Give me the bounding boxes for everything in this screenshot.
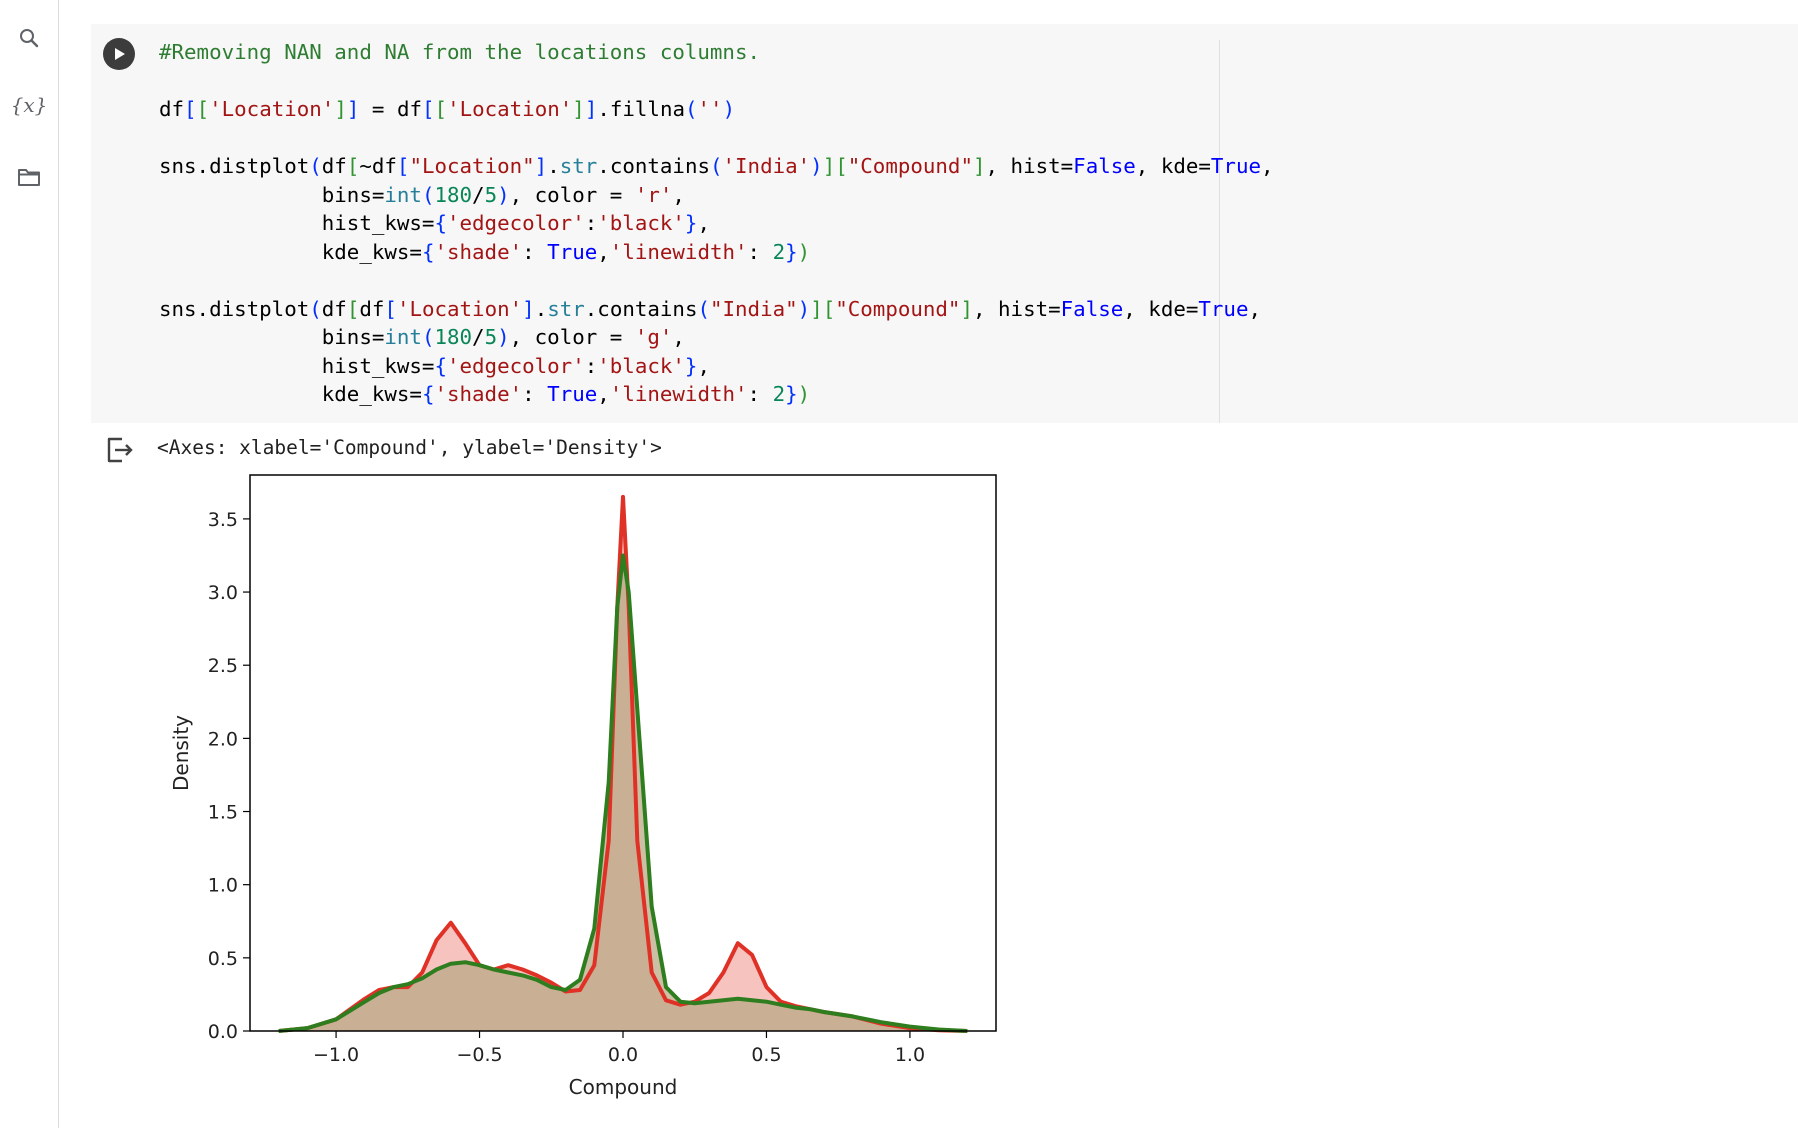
code-line: bins=int(180/5), color = 'r', [159, 182, 685, 207]
x-tick-label: 0.0 [608, 1044, 638, 1066]
y-tick-label: 0.5 [208, 948, 238, 970]
variables-icon[interactable]: {x} [10, 93, 48, 117]
left-sidebar: {x} [0, 0, 59, 1128]
search-icon[interactable] [12, 21, 46, 55]
x-tick-label: −0.5 [456, 1044, 502, 1066]
y-tick-label: 1.5 [208, 802, 238, 824]
code-line: hist_kws={'edgecolor':'black'}, [159, 353, 710, 378]
output-text: <Axes: xlabel='Compound', ylabel='Densit… [157, 436, 662, 459]
y-tick-label: 1.0 [208, 875, 238, 897]
code-line: #Removing NAN and NA from the locations … [159, 40, 760, 64]
y-tick-label: 0.0 [208, 1021, 238, 1043]
x-tick-label: 0.5 [751, 1044, 781, 1066]
code-editor[interactable]: #Removing NAN and NA from the locations … [159, 38, 1274, 409]
x-tick-label: 1.0 [895, 1044, 925, 1066]
play-icon [115, 48, 125, 60]
code-cell[interactable]: #Removing NAN and NA from the locations … [91, 24, 1798, 423]
output-actions-icon[interactable] [104, 434, 136, 466]
kde-chart: −1.0 −0.5 0.0 0.5 1.0 0.0 0.5 1.0 1.5 2.0 2.5 3.0 3.… [169, 474, 997, 1099]
y-tick-label: 2.0 [208, 728, 238, 750]
y-axis-label: Density [169, 715, 193, 791]
code-line: df[['Location']] = df[['Location']].fill… [159, 97, 736, 121]
y-tick-label: 2.5 [208, 655, 238, 677]
y-tick-label: 3.5 [208, 509, 238, 531]
code-line: kde_kws={'shade': True,'linewidth': 2}) [159, 239, 811, 264]
x-tick-label: −1.0 [313, 1044, 359, 1066]
code-line: sns.distplot(df[~df["Location"].str.cont… [159, 154, 1274, 178]
run-cell-button[interactable] [103, 38, 135, 70]
folder-icon[interactable] [12, 160, 46, 194]
series-g-line [278, 553, 968, 1033]
series-g-fill [278, 555, 968, 1031]
code-line: bins=int(180/5), color = 'g', [159, 325, 685, 349]
line-length-ruler [1219, 40, 1220, 423]
x-axis-label: Compound [569, 1075, 678, 1099]
code-line: sns.distplot(df[df['Location'].str.conta… [159, 296, 1262, 321]
y-tick-label: 3.0 [208, 582, 238, 604]
code-line: kde_kws={'shade': True,'linewidth': 2}) [159, 382, 811, 406]
code-line: hist_kws={'edgecolor':'black'}, [159, 211, 710, 235]
